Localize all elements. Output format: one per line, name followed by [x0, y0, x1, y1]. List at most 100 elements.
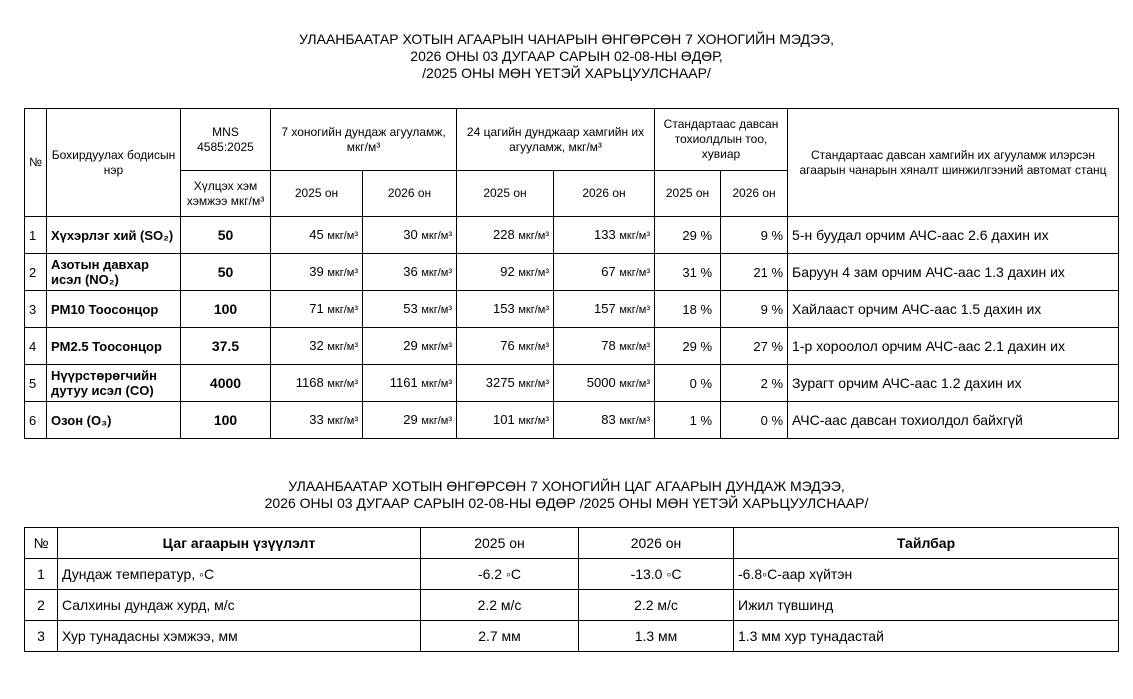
- row-no: 1: [24, 558, 58, 590]
- indicator: Дундаж температур, ◦С: [57, 558, 421, 590]
- weather-title: УЛААНБААТАР ХОТЫН ӨНГӨРСӨН 7 ХОНОГИЙН ЦА…: [264, 478, 869, 511]
- value-cell: 1161 мкг/м³: [362, 364, 457, 402]
- standard-value: 37.5: [180, 327, 271, 365]
- pollutant-name: PM2.5 Тоосонцор: [46, 327, 181, 365]
- station-text: Баруун 4 зам орчим АЧС-аас 1.3 дахин их: [787, 253, 1120, 291]
- value-cell: 133 мкг/м³: [552, 216, 656, 254]
- weather-table: № Цаг агаарын үзүүлэлт 2025 он 2026 он Т…: [24, 527, 1119, 652]
- header-no: №: [24, 108, 47, 217]
- station-text: Хайлааст орчим АЧС-аас 1.5 дахин их: [787, 290, 1120, 328]
- station-text: АЧС-аас давсан тохиолдол байхгүй: [787, 401, 1120, 439]
- value-cell: 32 мкг/м³: [270, 327, 363, 365]
- exceed-2025: 1 %: [654, 401, 722, 439]
- row-no: 4: [24, 327, 47, 365]
- header-note: Тайлбар: [733, 527, 1119, 559]
- note: 1.3 мм хур тунадастай: [733, 620, 1119, 652]
- exceed-2026: 2 %: [720, 364, 789, 402]
- value-cell: 33 мкг/м³: [270, 401, 363, 439]
- value-2025: 2.7 мм: [420, 620, 579, 652]
- row-no: 2: [24, 589, 58, 621]
- pollutant-name: Нүүрстөрөгчийн дутуу исэл (CO): [46, 364, 181, 402]
- standard-value: 4000: [180, 364, 271, 402]
- standard-value: 50: [180, 253, 271, 291]
- exceed-2025: 18 %: [654, 290, 722, 328]
- table-row: 6 Озон (O₃) 100 33 мкг/м³ 29 мкг/м³ 101 мк…: [24, 401, 1120, 439]
- exceed-2025: 29 %: [654, 216, 722, 254]
- value-cell: 39 мкг/м³: [270, 253, 363, 291]
- row-no: 3: [24, 290, 47, 328]
- header-max-2026: 2026 он: [552, 170, 656, 217]
- exceed-2025: 0 %: [654, 364, 722, 402]
- row-no: 2: [24, 253, 47, 291]
- indicator: Хур тунадасны хэмжээ, мм: [57, 620, 421, 652]
- row-no: 6: [24, 401, 47, 439]
- value-cell: 3275 мкг/м³: [456, 364, 554, 402]
- header-2025: 2025 он: [420, 527, 579, 559]
- standard-value: 50: [180, 216, 271, 254]
- table-row: 1 Хүхэрлэг хий (SO₂) 50 45 мкг/м³ 30 мкг/…: [24, 216, 1120, 254]
- header-avg-2025: 2025 он: [270, 170, 363, 217]
- value-cell: 153 мкг/м³: [456, 290, 554, 328]
- value-2025: -6.2 ◦С: [420, 558, 579, 590]
- exceed-2026: 9 %: [720, 290, 789, 328]
- header-station: Стандартаас давсан хамгийн их агууламж и…: [787, 108, 1120, 217]
- pollutant-name: PM10 Тоосонцор: [46, 290, 181, 328]
- value-cell: 92 мкг/м³: [456, 253, 554, 291]
- pollutant-name: Азотын давхар исэл (NO₂): [46, 253, 181, 291]
- value-cell: 157 мкг/м³: [552, 290, 656, 328]
- table-row: 2 Салхины дундаж хурд, м/с 2.2 м/с 2.2 м…: [24, 589, 1119, 621]
- header-exceed-2026: 2026 он: [720, 170, 789, 217]
- value-cell: 29 мкг/м³: [362, 327, 457, 365]
- exceed-2026: 0 %: [720, 401, 789, 439]
- header-max-2025: 2025 он: [456, 170, 554, 217]
- station-text: 5-н буудал орчим АЧС-аас 2.6 дахин их: [787, 216, 1120, 254]
- table-row: 4 PM2.5 Тоосонцор 37.5 32 мкг/м³ 29 мкг/м…: [24, 327, 1120, 365]
- row-no: 5: [24, 364, 47, 402]
- table-row: 2 Азотын давхар исэл (NO₂) 50 39 мкг/м³ 3…: [24, 253, 1120, 291]
- table-row: 1 Дундаж температур, ◦С -6.2 ◦С -13.0 ◦С…: [24, 558, 1119, 590]
- indicator: Салхины дундаж хурд, м/с: [57, 589, 421, 621]
- header-indicator: Цаг агаарын үзүүлэлт: [57, 527, 421, 559]
- header-avg7: 7 хоногийн дундаж агууламж, мкг/м³: [270, 108, 457, 171]
- header-mns: MNS 4585:2025: [180, 108, 271, 171]
- note: -6.8◦С-аар хүйтэн: [733, 558, 1119, 590]
- air-quality-table: № Бохирдуулах бодисын нэр MNS 4585:2025 …: [24, 108, 1120, 439]
- value-cell: 228 мкг/м³: [456, 216, 554, 254]
- value-cell: 71 мкг/м³: [270, 290, 363, 328]
- value-cell: 78 мкг/м³: [552, 327, 656, 365]
- value-2026: 2.2 м/с: [578, 589, 734, 621]
- exceed-2026: 27 %: [720, 327, 789, 365]
- table-row: 3 Хур тунадасны хэмжээ, мм 2.7 мм 1.3 мм…: [24, 620, 1119, 652]
- value-cell: 101 мкг/м³: [456, 401, 554, 439]
- exceed-2026: 9 %: [720, 216, 789, 254]
- header-exceed-2025: 2025 он: [654, 170, 722, 217]
- exceed-2026: 21 %: [720, 253, 789, 291]
- header-max24: 24 цагийн дунджаар хамгийн их агууламж, …: [455, 108, 656, 171]
- header-avg-2026: 2026 он: [362, 170, 457, 217]
- table-row: 3 PM10 Тоосонцор 100 71 мкг/м³ 53 мкг/м³ 1…: [24, 290, 1120, 328]
- value-cell: 5000 мкг/м³: [552, 364, 656, 402]
- value-cell: 45 мкг/м³: [270, 216, 363, 254]
- table-row: 5 Нүүрстөрөгчийн дутуу исэл (CO) 4000 11…: [24, 364, 1120, 402]
- value-cell: 36 мкг/м³: [362, 253, 457, 291]
- row-no: 3: [24, 620, 58, 652]
- row-no: 1: [24, 216, 47, 254]
- pollutant-name: Хүхэрлэг хий (SO₂): [46, 216, 181, 254]
- value-cell: 1168 мкг/м³: [270, 364, 363, 402]
- value-cell: 83 мкг/м³: [552, 401, 656, 439]
- header-no: №: [24, 527, 58, 559]
- value-cell: 67 мкг/м³: [552, 253, 656, 291]
- value-cell: 76 мкг/м³: [456, 327, 554, 365]
- pollutant-name: Озон (O₃): [46, 401, 181, 439]
- value-2026: -13.0 ◦С: [578, 558, 734, 590]
- station-text: Зурагт орчим АЧС-аас 1.2 дахин их: [787, 364, 1120, 402]
- header-mns-sub: Хүлцэх хэм хэмжээ мкг/м³: [180, 170, 271, 217]
- report-title: УЛААНБААТАР ХОТЫН АГААРЫН ЧАНАРЫН ӨНГӨРС…: [298, 31, 834, 81]
- standard-value: 100: [180, 401, 271, 439]
- value-2025: 2.2 м/с: [420, 589, 579, 621]
- value-2026: 1.3 мм: [578, 620, 734, 652]
- exceed-2025: 31 %: [654, 253, 722, 291]
- value-cell: 29 мкг/м³: [362, 401, 457, 439]
- header-exceed: Стандартаас давсан тохиолдлын тоо, хувиа…: [654, 108, 789, 171]
- header-2026: 2026 он: [578, 527, 734, 559]
